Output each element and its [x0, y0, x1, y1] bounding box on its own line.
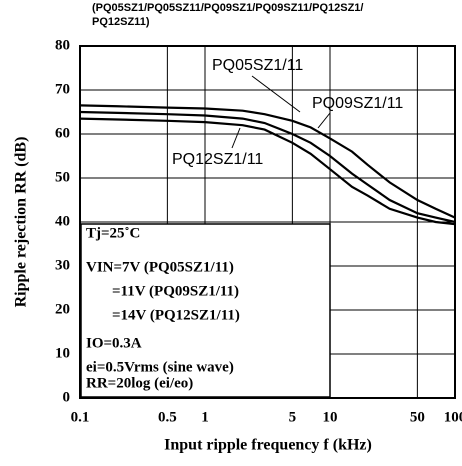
y-tick-label: 60 — [55, 125, 70, 141]
x-tick-label: 50 — [410, 409, 425, 425]
series-line — [79, 104, 456, 219]
chart-subtitle: PQ12SZ11) — [92, 16, 150, 28]
leader-line — [251, 75, 301, 113]
annotation-box — [80, 223, 331, 398]
annotation: RR=20log (ei/eo) — [86, 375, 193, 391]
annotation: VIN=7V (PQ05SZ1/11) — [86, 259, 234, 275]
annotation: Tj=25˚C — [86, 225, 140, 241]
y-tick-label: 10 — [55, 345, 70, 361]
x-tick-label: 10 — [323, 409, 338, 425]
y-tick-label: 30 — [55, 257, 70, 273]
x-tick-label: 5 — [289, 409, 297, 425]
x-tick-label: 0.1 — [71, 409, 90, 425]
chart-title: (PQ05SZ1/PQ05SZ11/PQ09SZ1/PQ09SZ11/PQ12S… — [92, 2, 363, 14]
x-tick-label: 100 — [444, 409, 462, 425]
y-tick-label: 70 — [55, 81, 70, 97]
annotation: ei=0.5Vrms (sine wave) — [86, 359, 234, 375]
leader-line — [231, 127, 241, 149]
x-axis-label: Input ripple frequency f (kHz) — [164, 437, 372, 454]
y-tick-label: 80 — [55, 37, 70, 53]
x-tick-label: 1 — [201, 409, 209, 425]
y-tick-label: 50 — [55, 169, 70, 185]
series-label: PQ09SZ1/11 — [312, 95, 403, 112]
x-tick-label: 0.5 — [158, 409, 177, 425]
y-tick-label: 40 — [55, 213, 70, 229]
y-tick-label: 0 — [63, 389, 71, 405]
leader-line — [317, 112, 331, 129]
y-tick-label: 20 — [55, 301, 70, 317]
series-line — [79, 117, 456, 226]
annotation: =11V (PQ09SZ1/11) — [112, 283, 239, 299]
series-line — [79, 110, 456, 224]
annotation: =14V (PQ12SZ1/11) — [112, 307, 240, 323]
series-label: PQ05SZ1/11 — [212, 57, 303, 74]
y-axis-label: Ripple rejection RR (dB) — [13, 137, 30, 308]
annotation: IO=0.3A — [86, 335, 142, 351]
series-label: PQ12SZ1/11 — [172, 151, 263, 168]
